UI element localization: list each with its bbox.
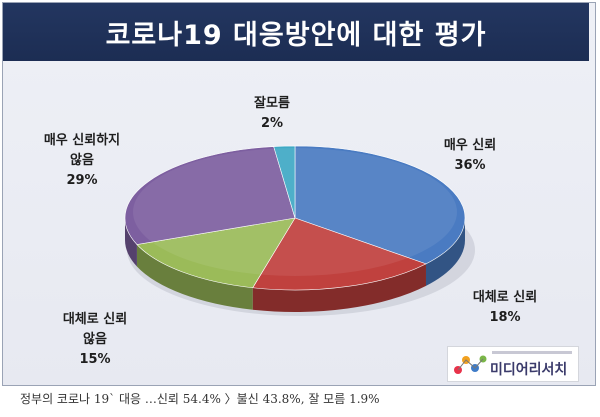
label-mostly-trust: 대체로 신뢰 18% <box>472 290 538 325</box>
pie-gloss <box>133 148 457 276</box>
caption: 정부의 코로나 19` 대응 …신뢰 54.4% 〉불신 43.8%, 잘 모름… <box>20 392 380 406</box>
label-very-distrust: 매우 신뢰하지 않음 29% <box>43 133 121 188</box>
pie-side-3 <box>125 218 137 267</box>
chart-title: 코로나19 대응방안에 대한 평가 <box>3 3 589 61</box>
media-research-logo: 미디어리서치 <box>447 346 579 382</box>
pie-slice-2 <box>136 217 296 289</box>
pie-side-2 <box>136 244 253 310</box>
pie-slice-1 <box>252 217 427 291</box>
pie-slice-4 <box>273 145 296 219</box>
pie-slice-0 <box>294 145 466 265</box>
label-mostly-distrust: 대체로 신뢰 않음 15% <box>62 312 128 367</box>
pie-side-1 <box>252 263 426 312</box>
label-dont-know: 잘모름 2% <box>254 96 290 131</box>
pie-slice-3 <box>124 146 296 245</box>
logo-text: 미디어리서치 <box>490 362 568 378</box>
label-very-trust: 매우 신뢰 36% <box>443 138 497 173</box>
logo-dots-icon <box>454 355 487 374</box>
logo-tagline <box>492 351 572 354</box>
